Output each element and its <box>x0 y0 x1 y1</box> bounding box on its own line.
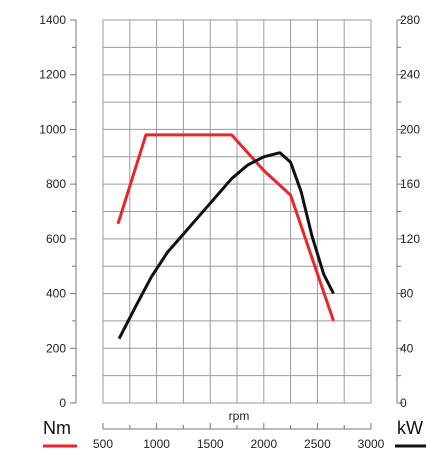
right-axis-tick-label: 280 <box>400 13 420 27</box>
grid <box>102 19 372 404</box>
x-axis-label: rpm <box>229 409 250 423</box>
left-axis-tick-label: 600 <box>46 232 66 246</box>
torque-series-line <box>116 133 335 322</box>
x-axis-tick-label: 2500 <box>304 437 331 451</box>
right-axis-unit: kW <box>397 418 423 438</box>
right-axis-tick-label: 40 <box>400 341 414 355</box>
x-axis-tick-label: 3000 <box>358 437 385 451</box>
axes: 0 200 400 600 800 1000 1200 1400 0 40 80 120 160 200 2… <box>39 13 420 430</box>
left-axis-tick-label: 1000 <box>39 122 66 136</box>
left-axis-tick-label: 1400 <box>39 13 66 27</box>
right-axis-tick-label: 240 <box>400 68 420 82</box>
left-axis-tick-label: 1200 <box>39 68 66 82</box>
left-axis-unit: Nm <box>43 418 71 438</box>
left-axis-tick-label: 800 <box>46 177 66 191</box>
labels: rpm Nm kW 500 1000 1500 2000 2500 3000 <box>43 409 426 451</box>
series-layer <box>116 133 335 340</box>
x-axis-tick-label: 2000 <box>250 437 277 451</box>
left-axis-tick-label: 0 <box>59 396 66 410</box>
right-axis-tick-label: 0 <box>400 396 407 410</box>
right-axis-tick-label: 200 <box>400 122 420 136</box>
left-axis-tick-label: 400 <box>46 287 66 301</box>
x-axis-tick-label: 1500 <box>197 437 224 451</box>
right-axis-tick-label: 160 <box>400 177 420 191</box>
left-axis-tick-label: 200 <box>46 341 66 355</box>
right-axis-tick-label: 120 <box>400 232 420 246</box>
right-axis-tick-label: 80 <box>400 287 414 301</box>
x-axis-tick-label: 500 <box>93 437 113 451</box>
x-axis-tick-label: 1000 <box>143 437 170 451</box>
power-series-line <box>117 151 335 340</box>
